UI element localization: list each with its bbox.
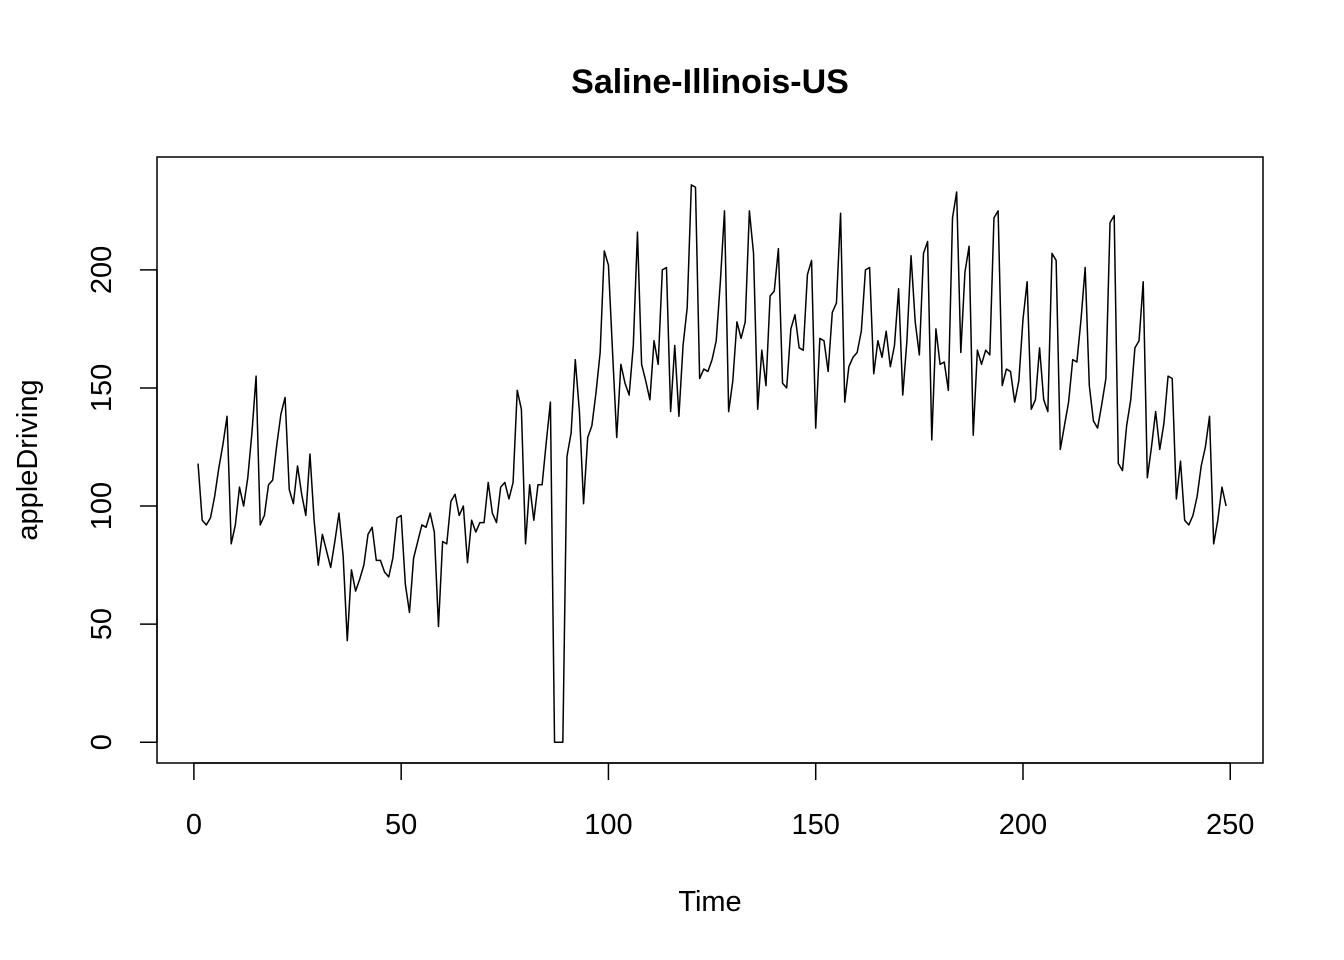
x-tick-label: 200 — [999, 809, 1047, 841]
x-axis: 0 50 100 150 200 250 — [186, 762, 1254, 841]
y-tick-label: 150 — [86, 364, 118, 412]
chart-title: Saline-Illinois-US — [571, 63, 849, 101]
y-tick-label: 50 — [86, 608, 118, 640]
x-tick-label: 250 — [1206, 809, 1254, 841]
y-tick-label: 200 — [86, 246, 118, 294]
x-tick-label: 100 — [584, 809, 632, 841]
x-tick-label: 0 — [186, 809, 202, 841]
y-tick-label: 100 — [86, 482, 118, 530]
y-axis: 0 50 100 150 200 — [86, 246, 158, 750]
plot-frame — [156, 156, 1264, 764]
y-tick-label: 0 — [86, 734, 118, 750]
x-tick-label: 150 — [792, 809, 840, 841]
series-line — [197, 184, 1227, 743]
x-tick-label: 50 — [385, 809, 417, 841]
y-axis-label: appleDriving — [12, 379, 44, 540]
x-axis-label: Time — [678, 886, 741, 918]
